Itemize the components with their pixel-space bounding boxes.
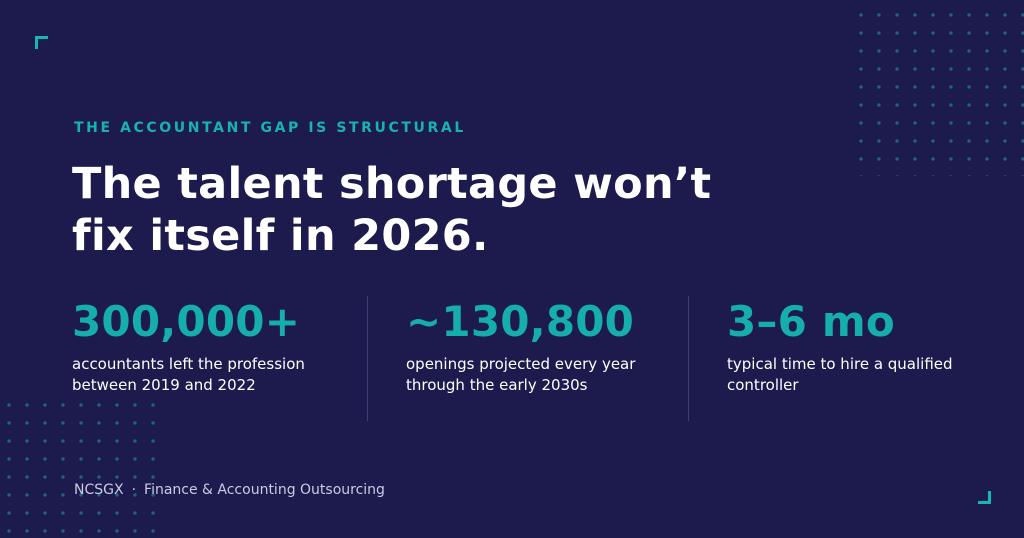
stat-value: 300,000+ — [72, 297, 301, 346]
stat-time-to-hire: 3–6 mo typical time to hire a qualified … — [727, 296, 967, 396]
footer-separator: · — [131, 482, 137, 498]
stat-divider — [688, 296, 689, 421]
stat-accountants-left: 300,000+ accountants left the profession… — [72, 296, 342, 396]
footer-tagline: Finance & Accounting Outsourcing — [144, 482, 385, 498]
dot-pattern-top-right — [852, 6, 1024, 176]
headline-line-1: The talent shortage won’t — [72, 159, 712, 209]
corner-bracket-icon-top-left — [35, 36, 48, 49]
dot-pattern-bottom-left — [0, 396, 160, 538]
stat-value: ~130,800 — [406, 297, 635, 346]
stat-openings-projected: ~130,800 openings projected every year t… — [406, 296, 666, 396]
stat-description: typical time to hire a qualified control… — [727, 355, 953, 394]
stat-description: openings projected every year through th… — [406, 355, 636, 394]
stat-value: 3–6 mo — [727, 297, 895, 346]
headline-line-2: fix itself in 2026. — [72, 211, 489, 261]
headline: The talent shortage won’t fix itself in … — [72, 158, 832, 262]
stat-description: accountants left the profession between … — [72, 355, 305, 394]
eyebrow-label: THE ACCOUNTANT GAP IS STRUCTURAL — [74, 120, 466, 136]
corner-bracket-icon-bottom-right — [978, 491, 991, 504]
stat-divider — [367, 296, 368, 421]
footer: NCSGX · Finance & Accounting Outsourcing — [74, 482, 385, 498]
footer-brand: NCSGX — [74, 482, 124, 498]
